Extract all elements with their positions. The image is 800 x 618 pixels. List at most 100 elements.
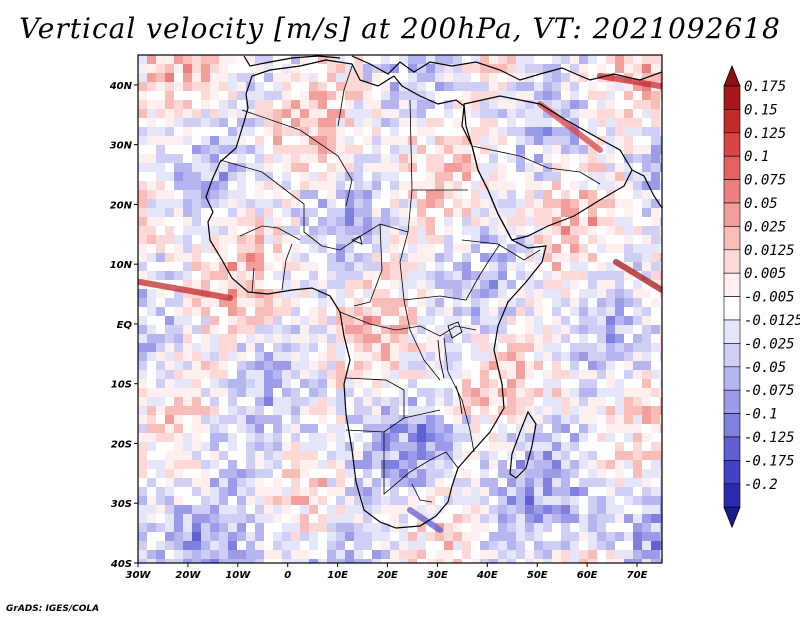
field-cell	[552, 505, 562, 515]
field-cell	[246, 235, 256, 245]
field-cell	[561, 505, 571, 515]
field-cell	[246, 316, 256, 326]
field-cell	[390, 118, 400, 128]
field-cell	[633, 172, 643, 182]
field-cell	[435, 208, 445, 218]
field-cell	[606, 370, 616, 380]
field-cell	[336, 379, 346, 389]
field-cell	[615, 91, 625, 101]
field-cell	[336, 244, 346, 254]
field-cell	[138, 550, 148, 560]
field-cell	[480, 550, 490, 560]
field-cell	[534, 532, 544, 542]
field-cell	[282, 262, 292, 272]
field-cell	[327, 118, 337, 128]
field-cell	[237, 325, 247, 335]
field-cell	[408, 289, 418, 299]
field-cell	[552, 424, 562, 434]
field-cell	[444, 361, 454, 371]
field-cell	[201, 253, 211, 263]
field-cell	[156, 343, 166, 353]
field-cell	[579, 271, 589, 281]
field-cell	[309, 271, 319, 281]
field-cell	[354, 298, 364, 308]
field-cell	[156, 154, 166, 164]
field-cell	[453, 163, 463, 173]
field-cell	[147, 190, 157, 200]
field-cell	[642, 334, 652, 344]
field-cell	[300, 109, 310, 119]
field-cell	[579, 298, 589, 308]
field-cell	[390, 352, 400, 362]
field-cell	[633, 55, 643, 65]
field-cell	[264, 397, 274, 407]
field-cell	[660, 118, 662, 128]
field-cell	[273, 145, 283, 155]
field-cell	[174, 424, 184, 434]
field-cell	[480, 361, 490, 371]
field-cell	[372, 190, 382, 200]
field-cell	[183, 154, 193, 164]
field-cell	[417, 397, 427, 407]
field-cell	[561, 298, 571, 308]
field-cell	[633, 235, 643, 245]
field-cell	[372, 379, 382, 389]
field-cell	[624, 442, 634, 452]
field-cell	[435, 325, 445, 335]
field-cell	[561, 235, 571, 245]
lake-tanganyika	[437, 339, 445, 379]
field-cell	[624, 505, 634, 515]
field-cell	[408, 154, 418, 164]
field-cell	[489, 262, 499, 272]
field-cell	[462, 271, 472, 281]
field-cell	[381, 298, 391, 308]
field-cell	[138, 298, 148, 308]
field-cell	[381, 73, 391, 83]
field-cell	[264, 559, 274, 563]
field-cell	[651, 451, 661, 461]
field-cell	[651, 298, 661, 308]
field-cell	[642, 478, 652, 488]
field-cell	[543, 379, 553, 389]
field-cell	[345, 307, 355, 317]
field-cell	[183, 127, 193, 137]
field-cell	[642, 541, 652, 551]
field-cell	[354, 550, 364, 560]
field-cell	[165, 91, 175, 101]
field-cell	[381, 397, 391, 407]
field-cell	[435, 388, 445, 398]
field-cell	[516, 523, 526, 533]
field-cell	[372, 514, 382, 524]
field-cell	[633, 397, 643, 407]
field-cell	[192, 181, 202, 191]
field-cell	[660, 199, 662, 209]
field-cell	[318, 451, 328, 461]
field-cell	[534, 496, 544, 506]
field-cell	[273, 514, 283, 524]
field-cell	[165, 442, 175, 452]
field-cell	[291, 298, 301, 308]
field-cell	[435, 307, 445, 317]
field-cell	[192, 271, 202, 281]
field-cell	[552, 235, 562, 245]
field-cell	[165, 352, 175, 362]
field-cell	[615, 514, 625, 524]
field-cell	[498, 424, 508, 434]
field-cell	[147, 271, 157, 281]
field-cell	[399, 442, 409, 452]
field-cell	[426, 541, 436, 551]
field-cell	[561, 100, 571, 110]
field-cell	[363, 136, 373, 146]
field-cell	[471, 496, 481, 506]
field-cell	[507, 163, 517, 173]
field-cell	[228, 460, 238, 470]
field-cell	[228, 127, 238, 137]
field-cell	[345, 559, 355, 563]
field-cell	[462, 163, 472, 173]
field-cell	[597, 172, 607, 182]
field-cell	[174, 73, 184, 83]
field-cell	[570, 370, 580, 380]
field-cell	[390, 172, 400, 182]
field-cell	[624, 190, 634, 200]
field-cell	[309, 190, 319, 200]
